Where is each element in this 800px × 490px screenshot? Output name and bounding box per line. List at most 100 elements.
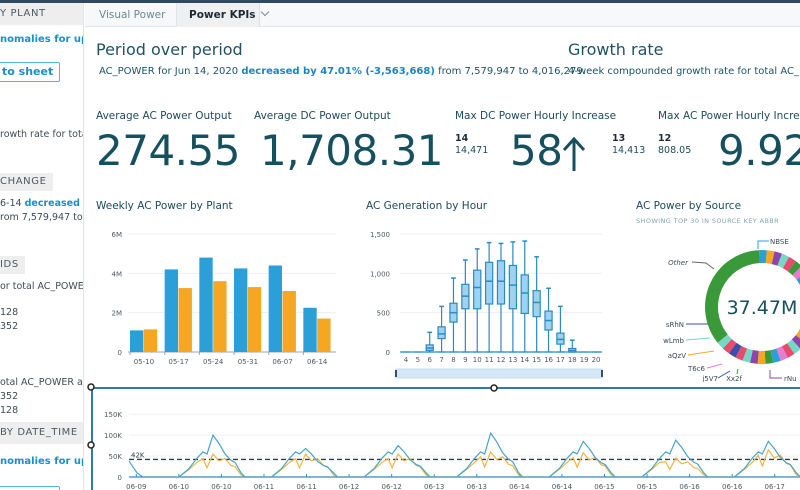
donut-segment	[796, 277, 800, 285]
kpi-max-ac-prev-value: 808.05	[658, 145, 692, 156]
box-xtick-label: 11	[485, 356, 494, 364]
sidebar-ids-text: or total AC_POWER	[0, 281, 84, 292]
period-over-period-title: Period over period	[96, 40, 243, 59]
period-suffix: from 7,579,947 to 4,016,279.	[434, 66, 586, 77]
bar-plant1	[268, 265, 283, 352]
box-xtick-label: 5	[416, 356, 420, 364]
donut-segment	[759, 250, 767, 264]
line-xtick-label: 06-16	[722, 483, 743, 490]
donut-segment	[791, 335, 800, 349]
box-xtick-label: 20	[592, 356, 601, 364]
growth-rate-title: Growth rate	[568, 40, 664, 59]
box-xtick-label: 4	[404, 356, 409, 364]
kpi-avg-ac-value: 274.55	[96, 126, 240, 175]
donut-label: wLmb	[663, 337, 684, 345]
sidebar-change-line-2: rom 7,579,947 to	[0, 212, 83, 223]
donut-segment	[787, 260, 800, 276]
donut-label: Other	[668, 259, 689, 267]
weekly-ac-bar-chart: 0 2M 4M 6M 05-10 05-17 05-24 05-31 06-07 06-14	[112, 231, 336, 366]
donut-leader-line	[769, 370, 782, 379]
box-xtick-label: 16	[544, 356, 553, 364]
chevron-down-icon[interactable]	[260, 7, 269, 17]
kpi-max-dc-title: Max DC Power Hourly Increase	[455, 110, 617, 122]
bar-ytick-label: 2M	[112, 310, 123, 318]
sidebar-change-line-1: 6-14 decreased by	[0, 197, 83, 211]
donut-center-total: 37.47M	[727, 297, 798, 319]
kpi-avg-dc-value: 1,708.31	[260, 126, 444, 175]
box-iqr	[437, 326, 446, 340]
kpi-avg-ac-title: Average AC Power Output	[96, 110, 232, 122]
box-xtick-label: 15	[532, 356, 541, 364]
period-over-period-text: AC_POWER for Jun 14, 2020 decreased by 4…	[99, 66, 586, 77]
box-xtick-label: 6	[427, 356, 432, 364]
box-xtick-label: 8	[451, 356, 455, 364]
box-ytick-label: 500	[377, 310, 390, 318]
resize-handle-top[interactable]	[490, 384, 498, 392]
period-highlight: decreased by 47.01% (-3,563,668)	[241, 66, 435, 77]
kpi-max-dc-prev-value: 14,471	[455, 145, 489, 156]
sidebar-chip-change: CHANGE	[0, 173, 53, 191]
sidebar-anomalies-text[interactable]: nomalies for up to	[0, 34, 83, 45]
tab-visual-power[interactable]: Visual Power	[87, 3, 177, 27]
donut-chart-title: AC Power by Source	[636, 200, 742, 212]
donut-segment	[795, 330, 800, 339]
bar-ytick-label: 6M	[112, 231, 123, 239]
donut-leader-line	[687, 350, 715, 356]
range-slider-handle-right[interactable]	[601, 370, 603, 377]
line-xtick-label: 06-09	[126, 483, 146, 490]
box-xtick-label: 10	[473, 356, 482, 364]
donut-leader-line	[691, 261, 715, 270]
donut-segment	[735, 345, 747, 361]
donut-label: aQzV	[668, 352, 686, 360]
line-ytick-label: 0	[118, 474, 122, 482]
line-xtick-label: 06-13	[424, 483, 444, 490]
donut-segment	[770, 348, 781, 363]
donut-leader-line	[685, 337, 711, 341]
donut-chart-subtitle: SHOWING TOP 30 IN SOURCE KEY ABBR	[636, 217, 780, 225]
box-xtick-label: 7	[439, 356, 443, 364]
kpi-max-dc-next: 13 14,413	[612, 133, 645, 157]
donut-label: T6c6	[687, 365, 706, 373]
add-to-sheet-button-2[interactable]	[0, 486, 60, 490]
line-xtick-label: 06-11	[254, 483, 274, 490]
line-xtick-label: 06-16	[679, 483, 700, 490]
donut-segment	[764, 350, 774, 364]
donut-segment	[750, 350, 759, 364]
range-slider-handle-left[interactable]	[395, 370, 397, 377]
up-arrow-icon	[562, 136, 586, 171]
donut-segment	[722, 339, 737, 354]
tab-power-kpis[interactable]: Power KPIs	[177, 3, 269, 27]
panel-resize-handles	[87, 383, 498, 392]
line-ytick-label: 100K	[104, 432, 122, 440]
series-line-blue	[128, 431, 800, 478]
line-xtick-label: 06-12	[381, 483, 401, 490]
donut-label: j5V7	[701, 375, 718, 382]
tab-power-kpis-label: Power KPIs	[189, 9, 256, 21]
resize-handle-left[interactable]	[87, 441, 95, 449]
box-iqr	[532, 290, 541, 318]
donut-segment	[781, 343, 795, 358]
box-iqr	[484, 261, 494, 305]
bar-plant1	[234, 268, 248, 352]
kpi-max-ac-title: Max AC Power Hourly Increase	[658, 110, 800, 122]
change-date: 6-14	[0, 198, 25, 209]
sidebar-ids-value-2: 352	[0, 321, 19, 332]
sidebar-growth-text: rowth rate for total	[0, 129, 84, 140]
sidebar-total-value-2: 128	[0, 405, 19, 416]
line-xtick-label: 06-15	[637, 483, 657, 490]
line-xtick-label: 06-12	[339, 483, 359, 490]
bar-xtick-label: 06-07	[272, 358, 292, 366]
add-to-sheet-button[interactable]: y to sheet	[0, 62, 60, 82]
kpi-max-ac-prev: 12 808.05	[658, 133, 691, 157]
bar-plant2	[213, 281, 227, 352]
panel-resize-handle-left	[87, 441, 95, 449]
resize-handle-corner[interactable]	[87, 383, 95, 391]
timeseries-panel[interactable]	[91, 387, 800, 490]
ac-timeseries-line-chart: 0 50K 100K 150K 42K 06-09 06-10 06-10 06-11 06-11…	[104, 411, 800, 490]
bar-ytick-label: 4M	[112, 270, 123, 278]
line-ytick-label: 150K	[104, 411, 122, 419]
bar-plant1	[199, 257, 213, 352]
sidebar-anomalies-text-2[interactable]: nomalies for up to	[0, 456, 83, 467]
sidebar-header-by-datetime: BY DATE_TIME	[0, 422, 83, 444]
